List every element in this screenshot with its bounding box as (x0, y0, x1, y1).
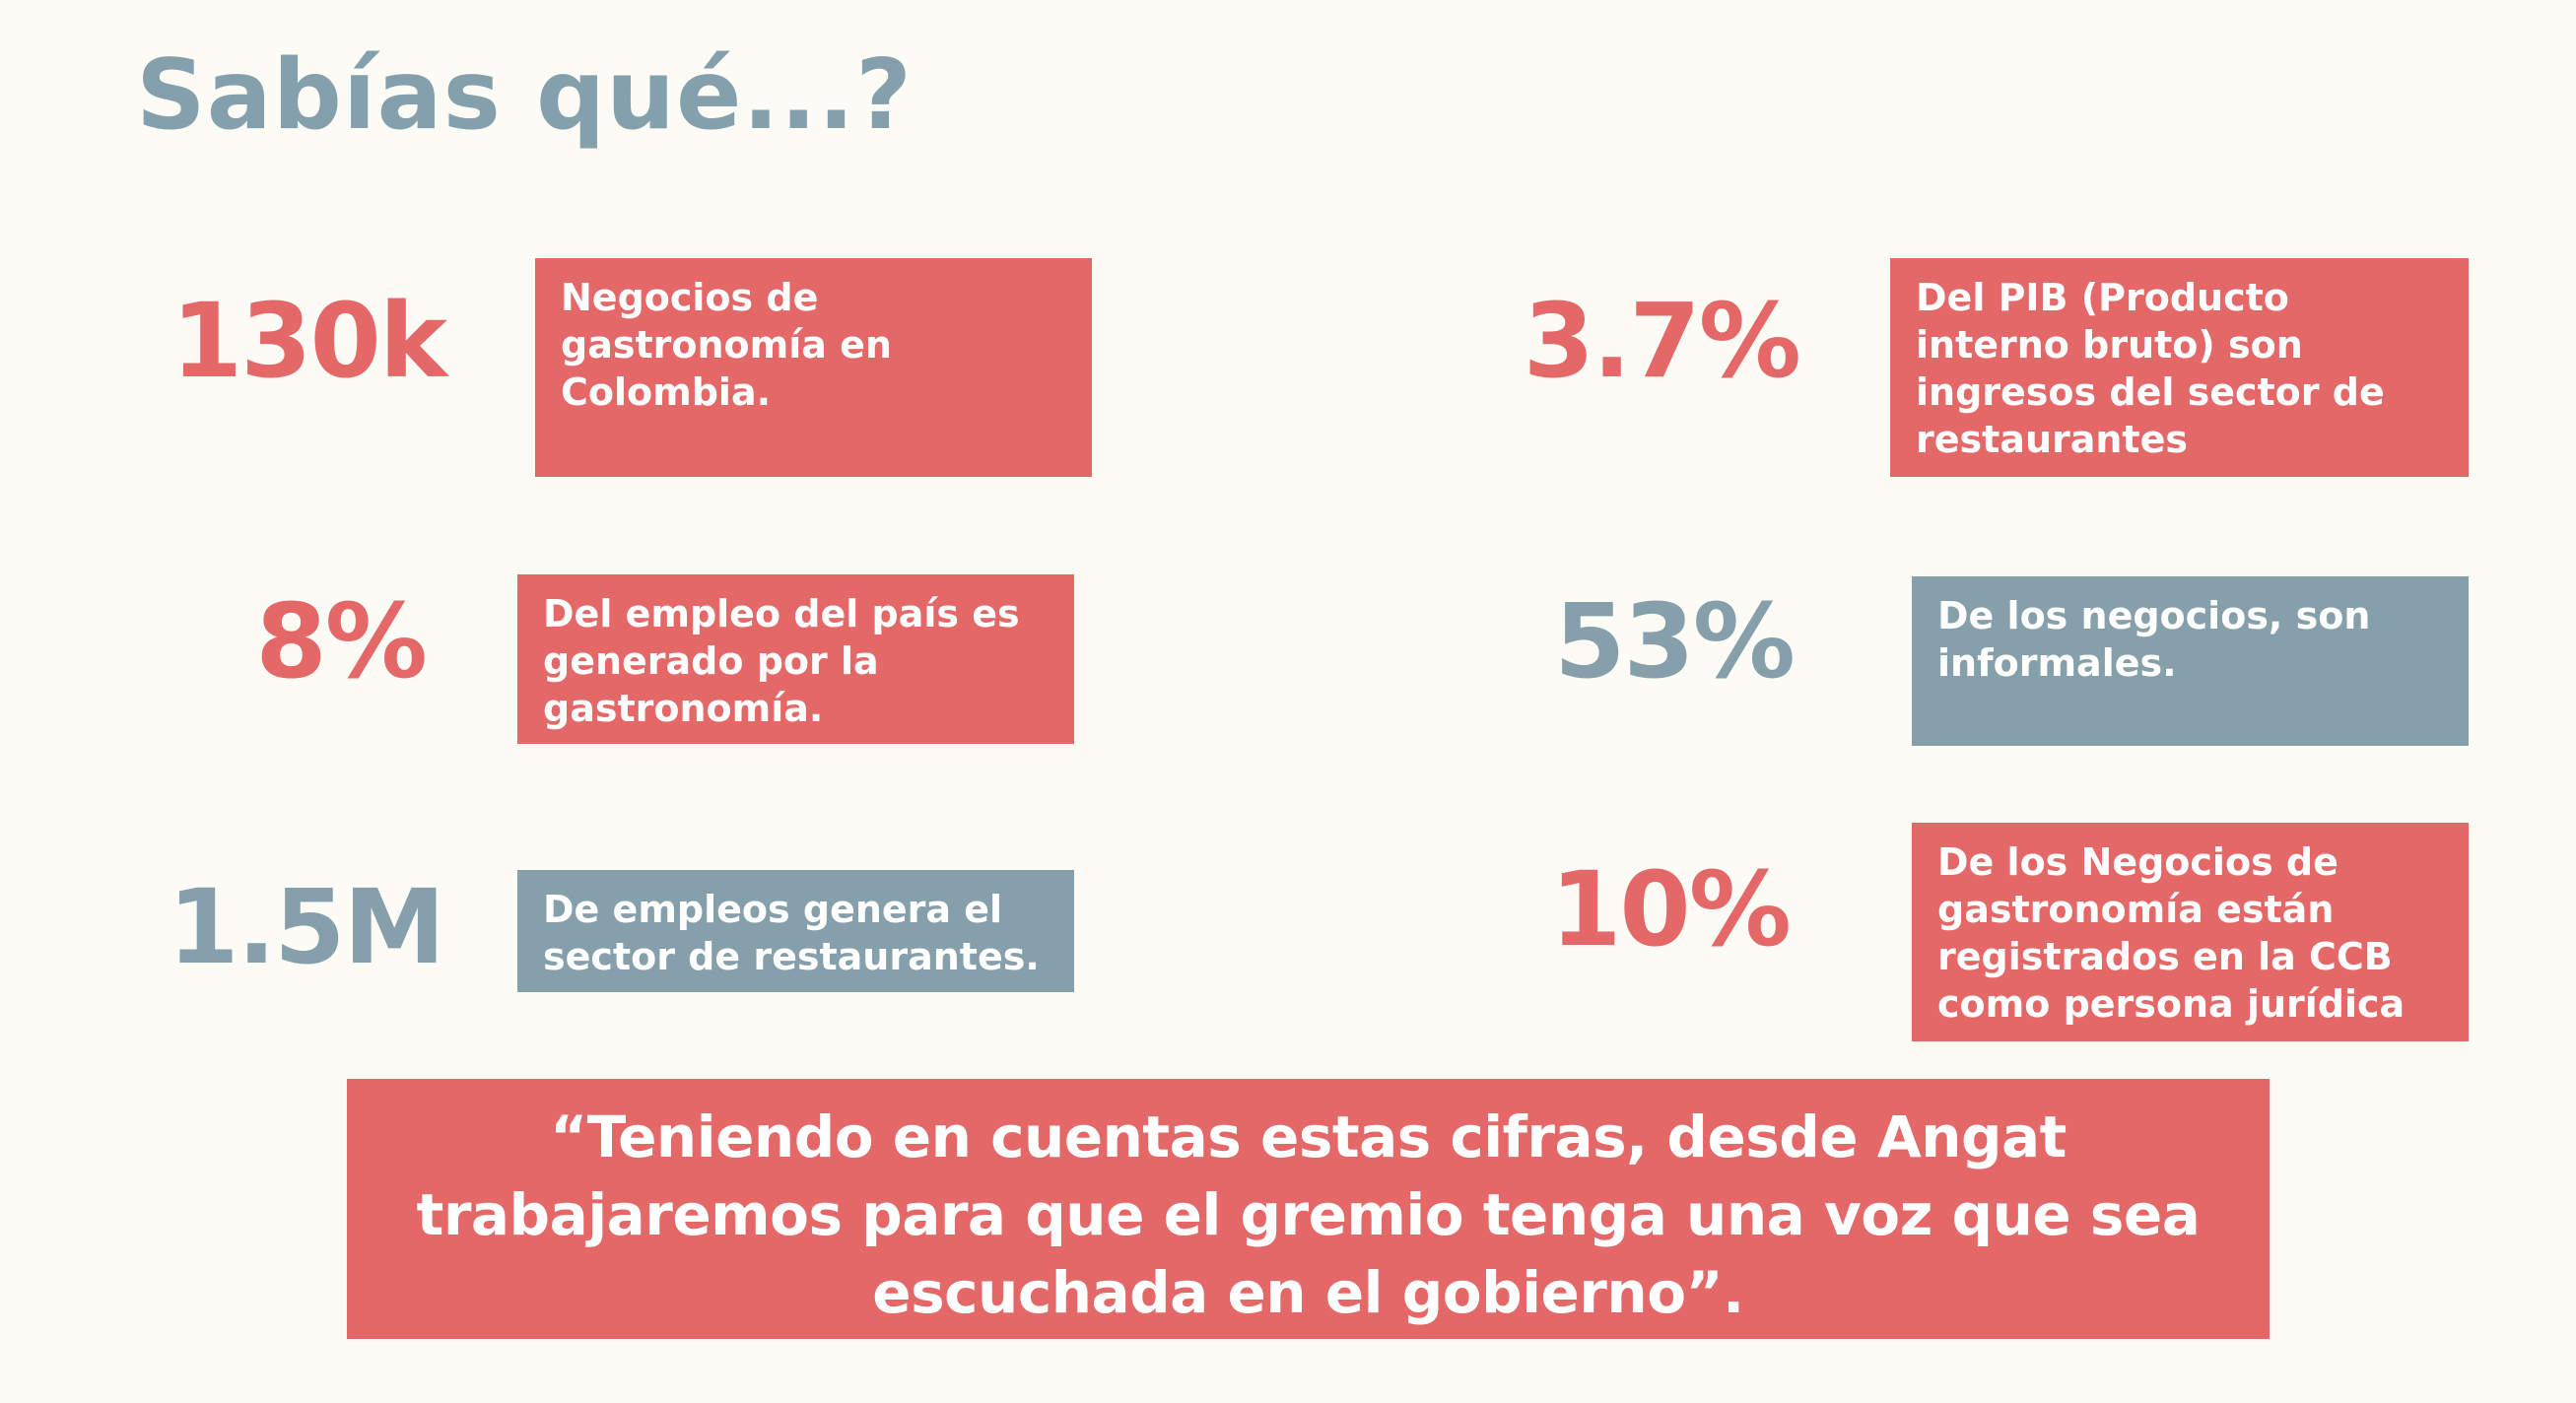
stat-description-businesses: Negocios de gastronomía en Colombia. (561, 276, 892, 414)
page-title: Sabías qué...? (136, 39, 913, 152)
stat-card-employment: Del empleo del país es generado por la g… (517, 574, 1074, 744)
stat-description-employment: Del empleo del país es generado por la g… (543, 592, 1020, 730)
stat-value-businesses: 130k (170, 281, 447, 401)
stat-card-jobs: De empleos genera el sector de restauran… (517, 870, 1074, 992)
quote-banner: “Teniendo en cuentas estas cifras, desde… (347, 1079, 2270, 1339)
stat-value-jobs: 1.5M (168, 867, 445, 987)
stat-value-registered: 10% (1550, 849, 1792, 969)
stat-description-gdp: Del PIB (Producto interno bruto) son ing… (1916, 276, 2385, 461)
stat-description-informal: De los negocios, son informales. (1937, 594, 2371, 685)
stat-description-jobs: De empleos genera el sector de restauran… (543, 888, 1040, 978)
stat-card-businesses: Negocios de gastronomía en Colombia. (535, 258, 1092, 477)
stat-card-informal: De los negocios, son informales. (1912, 576, 2469, 746)
stat-value-employment: 8% (255, 581, 428, 702)
stat-card-gdp: Del PIB (Producto interno bruto) son ing… (1890, 258, 2469, 477)
stat-description-registered: De los Negocios de gastronomía están reg… (1937, 840, 2406, 1026)
stat-card-registered: De los Negocios de gastronomía están reg… (1912, 823, 2469, 1041)
stat-value-gdp: 3.7% (1523, 281, 1801, 401)
quote-text: “Teniendo en cuentas estas cifras, desde… (416, 1103, 2201, 1326)
stat-value-informal: 53% (1554, 581, 1796, 702)
